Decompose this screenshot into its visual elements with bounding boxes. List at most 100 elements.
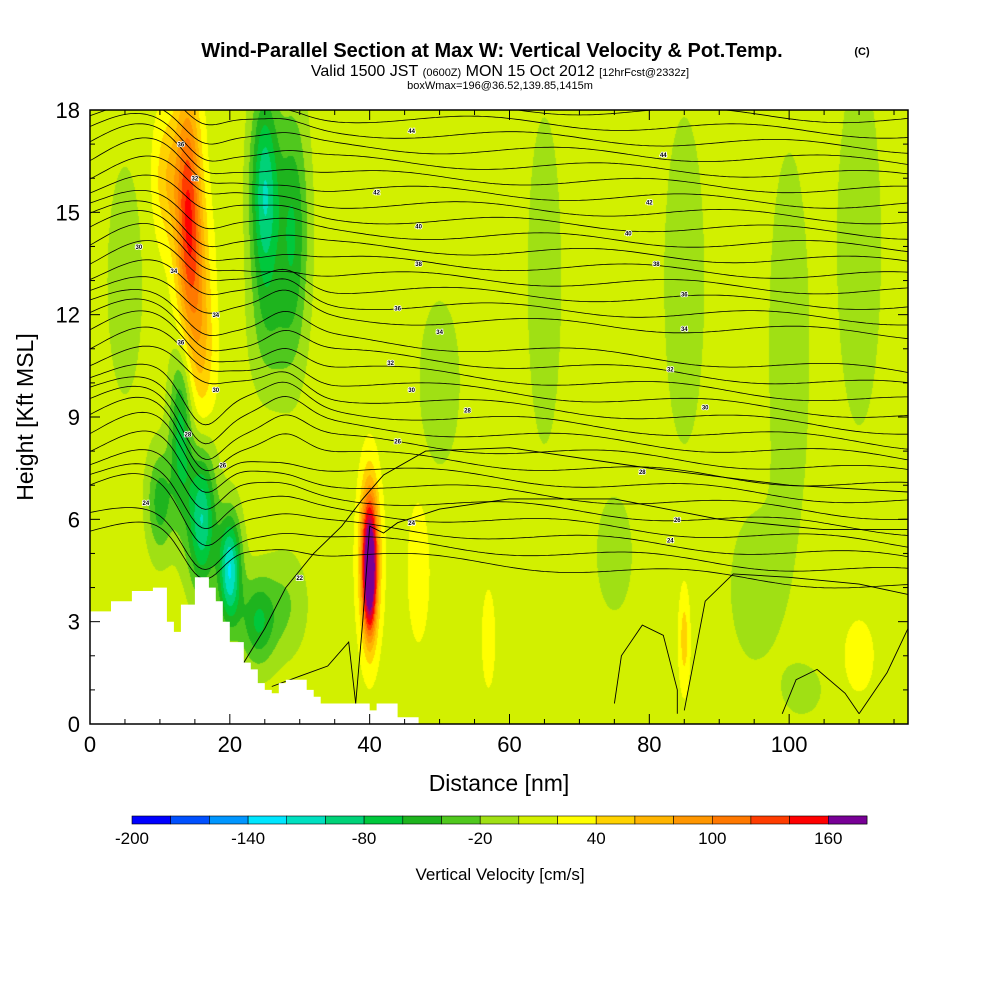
- colorbar-title: Vertical Velocity [cm/s]: [415, 865, 584, 884]
- contour-label: 26: [674, 518, 681, 524]
- isentrope-line: [355, 498, 908, 704]
- contour-label: 24: [143, 501, 150, 507]
- colorbar-swatch: [170, 815, 210, 825]
- colorbar-swatch: [557, 815, 597, 825]
- isentrope-line: [90, 298, 908, 385]
- colorbar-label: -80: [352, 829, 377, 848]
- x-tick-label: 100: [771, 732, 808, 757]
- isentrope-line: [90, 326, 908, 418]
- contour-label: 34: [212, 313, 219, 319]
- isentrope-line: [90, 385, 908, 470]
- isentrope-line: [90, 473, 908, 557]
- contour-label: 34: [681, 327, 688, 333]
- contour-label: 40: [625, 231, 632, 237]
- x-axis-label: Distance [nm]: [429, 770, 570, 796]
- colorbar-swatch: [402, 815, 442, 825]
- isentrope-line: [90, 376, 908, 461]
- colorbar-swatch: [750, 815, 790, 825]
- x-tick-label: 0: [84, 732, 96, 757]
- colorbar-swatch: [673, 815, 713, 825]
- isentrope-line: [90, 363, 908, 450]
- colorbar-label: -140: [231, 829, 265, 848]
- isentrope-line: [183, 110, 908, 154]
- potential-temperature-contours: [90, 110, 908, 715]
- isentrope-line: [90, 345, 908, 435]
- colorbar-swatch: [131, 815, 172, 825]
- colorbar-swatch: [634, 815, 674, 825]
- colorbar-label: 40: [587, 829, 606, 848]
- contour-label: 30: [408, 388, 415, 394]
- contour-label: 32: [387, 361, 394, 367]
- x-tick-label: 20: [218, 732, 242, 757]
- x-tick-label: 80: [637, 732, 661, 757]
- contour-label: 28: [639, 470, 646, 476]
- isentrope-line: [90, 310, 908, 401]
- copyright-mark: (C): [854, 46, 870, 58]
- isentrope-line: [90, 240, 908, 310]
- contour-label: 42: [373, 190, 380, 196]
- y-tick-label: 15: [56, 200, 80, 225]
- contour-label: 28: [185, 433, 192, 439]
- terrain: [90, 577, 419, 724]
- isentrope-line: [90, 463, 908, 548]
- contour-label: 30: [702, 405, 709, 411]
- colorbar-swatch: [595, 815, 636, 825]
- contour-label: 22: [296, 576, 303, 582]
- contour-label: 30: [212, 388, 219, 394]
- colorbar-swatch: [363, 815, 404, 825]
- isentrope-line: [90, 137, 908, 209]
- isentrope-line: [613, 624, 678, 714]
- isentrope-line: [90, 289, 908, 373]
- isentrope-line: [90, 259, 908, 326]
- contour-label: 24: [667, 538, 674, 544]
- colorbar: -200 -140 -80 -20 40 100 160: [115, 815, 868, 848]
- isentrope-line: [90, 449, 908, 536]
- isentrope-line: [90, 155, 908, 225]
- x-tick-label: 60: [497, 732, 521, 757]
- contour-label: 32: [192, 177, 199, 183]
- contour-label: 26: [219, 463, 226, 469]
- contour-label: 26: [394, 439, 401, 445]
- colorbar-swatch: [209, 815, 249, 825]
- isentrope-line: [90, 112, 908, 178]
- isentrope-line: [90, 276, 908, 340]
- contour-label: 36: [178, 341, 185, 347]
- y-axis-label: Height [Kft MSL]: [12, 333, 38, 500]
- contour-label: 44: [660, 153, 667, 159]
- isentrope-line: [858, 628, 908, 715]
- contour-label: 34: [436, 330, 443, 336]
- colorbar-label: 100: [698, 829, 726, 848]
- colorbar-swatch: [325, 815, 365, 825]
- colorbar-swatch: [247, 815, 288, 825]
- colorbar-label: -20: [468, 829, 493, 848]
- valid-time: Valid 1500 JST: [311, 63, 419, 80]
- y-tick-label: 18: [56, 98, 80, 123]
- y-tick-label: 12: [56, 303, 80, 328]
- colorbar-swatch: [441, 815, 481, 825]
- y-tick-label: 6: [68, 507, 80, 532]
- colorbar-swatch: [479, 815, 520, 825]
- plot-area: 44 44 42 42 40 40 38 38 36 36 34 34 32 32 30 30 28 28 26 26…: [90, 110, 908, 724]
- isentrope-line: [683, 573, 908, 711]
- isentrope-line: [90, 223, 908, 295]
- isentrope-line: [286, 110, 908, 139]
- contour-label: 36: [681, 293, 688, 299]
- y-tick-label: 9: [68, 405, 80, 430]
- contour-label: 36: [178, 143, 185, 149]
- colorbar-label: 160: [814, 829, 842, 848]
- contour-label: 32: [667, 368, 674, 374]
- box-max-info: boxWmax=196@36.52,139.85,1415m: [407, 80, 593, 92]
- y-axis: 0 36 9 12 15 18: [56, 98, 908, 737]
- forecast-info: [12hrFcst@2332z]: [599, 67, 689, 79]
- chart-subtitle: Valid 1500 JST (0600Z) MON 15 Oct 2012 […: [311, 63, 689, 80]
- isentrope-line: [90, 507, 908, 572]
- isentrope-line: [90, 411, 908, 504]
- isentrope-line: [90, 110, 908, 165]
- contour-label: 24: [408, 521, 415, 527]
- y-tick-label: 0: [68, 712, 80, 737]
- valid-time-utc: (0600Z): [423, 67, 462, 79]
- contour-label: 44: [408, 129, 415, 135]
- isentrope-line: [90, 210, 908, 279]
- contour-label: 38: [415, 262, 422, 268]
